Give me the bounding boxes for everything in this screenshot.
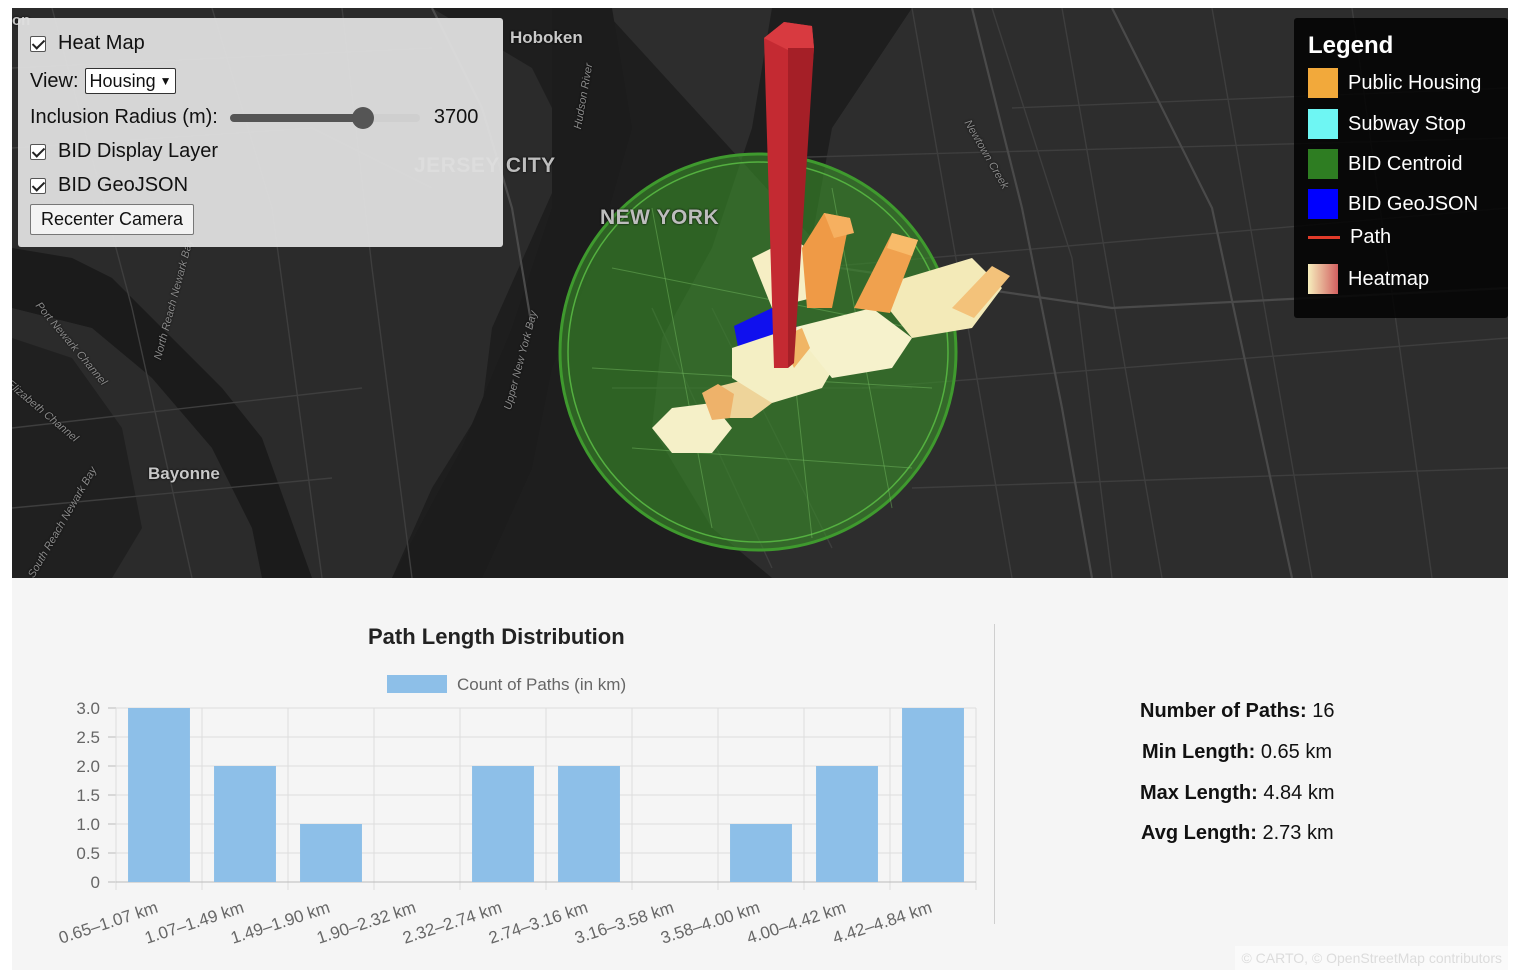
stat-value: 16 <box>1312 700 1335 722</box>
chart-ytick-label: 0 <box>91 873 100 892</box>
chart-xtick-label: 2.74–3.16 km <box>486 898 590 948</box>
bid-display-toggle[interactable]: BID Display Layer <box>30 140 218 163</box>
chart-title: Path Length Distribution <box>368 624 625 649</box>
legend-swatch-public-housing <box>1308 68 1338 98</box>
chart-ytick-label: 1.0 <box>76 815 100 834</box>
control-panel: Heat Map View: Housing ▼ Inclusion Radiu… <box>18 18 503 247</box>
heat-map-checkbox[interactable] <box>30 35 46 52</box>
chart-xtick-label: 2.32–2.74 km <box>400 898 504 948</box>
legend-swatch-subway-stop <box>1308 109 1338 139</box>
chart-xtick-label: 0.65–1.07 km <box>56 898 160 948</box>
chart-xtick-label: 4.00–4.42 km <box>744 898 848 948</box>
legend-swatch-heatmap <box>1308 264 1338 294</box>
legend-title: Legend <box>1308 32 1394 59</box>
view-label: View: <box>30 69 79 92</box>
chart-bar <box>902 708 964 882</box>
chart-bar <box>472 766 534 882</box>
chart-xtick-label: 1.49–1.90 km <box>228 898 332 948</box>
path-length-chart: Count of Paths (in km) 0 0.5 1.0 1.5 2.0 2.5 3.… <box>56 675 977 948</box>
legend-label: BID GeoJSON <box>1348 192 1479 215</box>
map-attribution[interactable]: © CARTO, © OpenStreetMap contributors <box>1235 946 1508 970</box>
chart-bar <box>816 766 878 882</box>
radius-row: Inclusion Radius (m): 3700 <box>30 106 478 129</box>
legend-panel: Legend Public Housing Subway Stop BID Ce… <box>1294 18 1508 318</box>
stat-value: 4.84 km <box>1263 782 1335 804</box>
stat-label: Number of Paths: <box>1140 700 1307 722</box>
map-label-bayonne: Bayonne <box>148 464 220 483</box>
chart-bar <box>214 766 276 882</box>
legend-label: BID Centroid <box>1348 152 1463 175</box>
legend-item-heatmap: Heatmap <box>1308 264 1429 294</box>
view-row: View: Housing ▼ <box>30 68 177 94</box>
view-select[interactable]: Housing ▼ <box>84 68 177 94</box>
bid-geojson-checkbox[interactable] <box>30 177 46 194</box>
chart-ytick-label: 2.5 <box>76 728 100 747</box>
chart-ytick-label: 3.0 <box>76 699 100 718</box>
chart-xtick-label: 3.16–3.58 km <box>572 898 676 948</box>
radius-slider-fill <box>229 113 363 122</box>
legend-swatch-bid-centroid <box>1308 149 1338 179</box>
bid-geojson-toggle[interactable]: BID GeoJSON <box>30 174 188 197</box>
legend-label: Heatmap <box>1348 267 1430 290</box>
chart-bar <box>558 766 620 882</box>
stat-label: Max Length: <box>1140 782 1258 804</box>
legend-item-path: Path <box>1308 226 1391 249</box>
legend-swatch-path <box>1308 236 1340 239</box>
radius-slider-thumb[interactable] <box>351 106 374 129</box>
stat-number-of-paths: Number of Paths: 16 <box>1140 700 1335 723</box>
bid-display-checkbox[interactable] <box>30 143 46 160</box>
chevron-down-icon: ▼ <box>159 74 172 88</box>
legend-swatch-bid-geojson <box>1308 189 1338 219</box>
stat-label: Min Length: <box>1142 741 1256 763</box>
bid-geojson-label: BID GeoJSON <box>58 174 189 196</box>
map-label-new-york: NEW YORK <box>600 206 720 229</box>
bottom-panel: Path Length Distribution Count of Paths … <box>12 578 1508 970</box>
stat-avg-length: Avg Length: 2.73 km <box>1141 822 1334 845</box>
stat-value: 0.65 km <box>1260 741 1333 763</box>
radius-slider[interactable] <box>229 106 420 129</box>
legend-item-bid-geojson: BID GeoJSON <box>1308 189 1478 219</box>
bid-display-label: BID Display Layer <box>58 140 219 162</box>
recenter-row: Recenter Camera <box>30 204 195 235</box>
chart-legend-label: Count of Paths (in km) <box>457 675 626 694</box>
stat-value: 2.73 km <box>1262 822 1334 844</box>
panel-divider <box>994 624 995 924</box>
recenter-camera-button[interactable]: Recenter Camera <box>30 204 195 235</box>
legend-item-subway-stop: Subway Stop <box>1308 109 1466 139</box>
map-label-hoboken: Hoboken <box>510 28 583 47</box>
chart-xtick-label: 1.90–2.32 km <box>314 898 418 948</box>
radius-label: Inclusion Radius (m): <box>30 106 218 128</box>
legend-item-bid-centroid: BID Centroid <box>1308 149 1463 179</box>
legend-item-public-housing: Public Housing <box>1308 68 1481 98</box>
heat-map-label: Heat Map <box>58 32 145 54</box>
chart-ytick-label: 2.0 <box>76 757 100 776</box>
chart-bar <box>128 708 190 882</box>
legend-label: Path <box>1350 226 1392 248</box>
chart-bar <box>730 824 792 882</box>
legend-label: Public Housing <box>1348 71 1482 94</box>
heat-map-toggle[interactable]: Heat Map <box>30 32 145 55</box>
radius-value: 3700 <box>433 106 479 128</box>
chart-xtick-label: 4.42–4.84 km <box>830 898 934 948</box>
chart-bar <box>300 824 362 882</box>
chart-legend-swatch <box>387 675 447 693</box>
view-select-value: Housing <box>89 70 156 91</box>
chart-xtick-label: 3.58–4.00 km <box>658 898 762 948</box>
stat-max-length: Max Length: 4.84 km <box>1140 782 1335 805</box>
legend-label: Subway Stop <box>1348 112 1466 135</box>
chart-ytick-label: 1.5 <box>76 786 100 805</box>
stat-label: Avg Length: <box>1141 822 1257 844</box>
chart-xtick-label: 1.07–1.49 km <box>142 898 246 948</box>
chart-ytick-label: 0.5 <box>76 844 100 863</box>
stat-min-length: Min Length: 0.65 km <box>1142 741 1332 764</box>
